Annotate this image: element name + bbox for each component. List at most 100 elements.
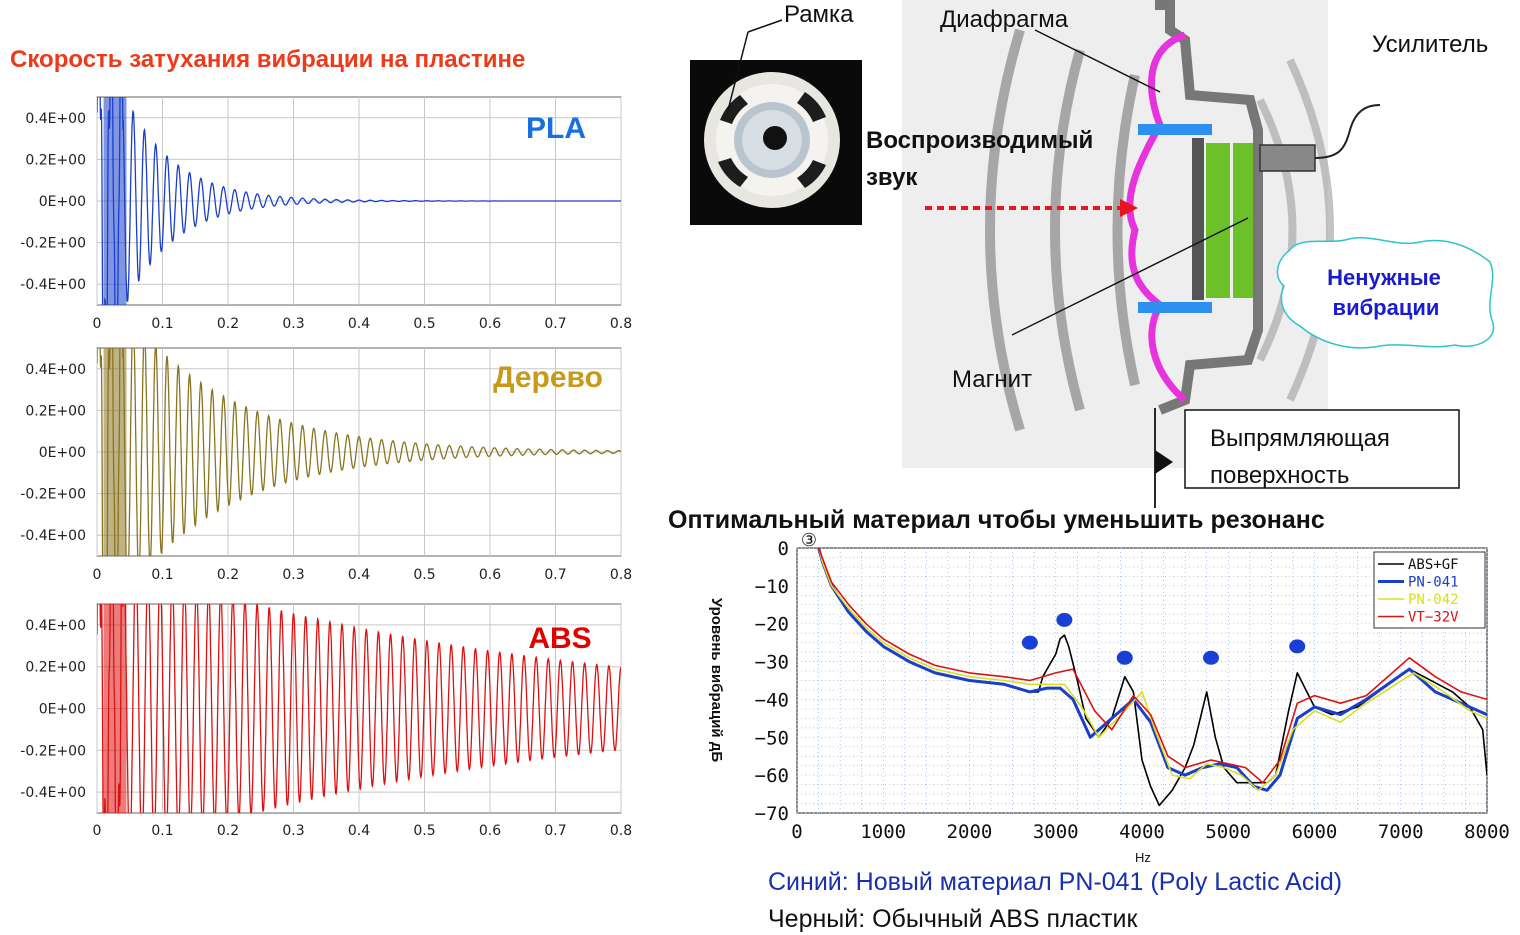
y-tick-label: −20	[755, 614, 789, 636]
y-tick-label: 0.4E+00	[25, 111, 86, 127]
legend-label: PN-041	[1408, 575, 1459, 591]
x-tick-label: 8000	[1464, 821, 1510, 843]
x-tick-label: 0.4	[348, 316, 370, 332]
x-tick-label: 0.7	[544, 316, 566, 332]
decay-waveform	[97, 348, 621, 556]
series-line	[817, 548, 1487, 784]
x-tick-label: 0.2	[217, 567, 239, 583]
x-tick-label: 2000	[947, 821, 993, 843]
x-tick-label: 0.3	[282, 823, 304, 839]
y-tick-label: −50	[755, 727, 789, 749]
x-tick-label: 0.7	[544, 823, 566, 839]
x-tick-label: 0.8	[610, 316, 632, 332]
x-tick-label: 0.1	[151, 316, 173, 332]
x-tick-label: 0.8	[610, 567, 632, 583]
amplifier-label: Усилитель	[1372, 31, 1488, 58]
y-tick-label: −40	[755, 689, 789, 711]
x-tick-label: 0.5	[413, 567, 435, 583]
x-tick-label: 0.3	[282, 567, 304, 583]
diaphragm-label: Диафрагма	[940, 6, 1069, 33]
y-tick-label: -0.2E+00	[20, 236, 86, 252]
rectifier-label: Выпрямляющая	[1210, 425, 1390, 452]
y-tick-label: 0.4E+00	[25, 362, 86, 378]
x-tick-label: 4000	[1119, 821, 1165, 843]
y-tick-label: 0E+00	[39, 194, 86, 210]
speaker-diagram	[902, 0, 1381, 508]
y-tick-label: −10	[755, 576, 789, 598]
speaker-frame-photo	[690, 60, 862, 225]
y-tick-label: −60	[755, 765, 789, 787]
y-tick-label: 0E+00	[39, 445, 86, 461]
x-tick-label: 0.1	[151, 567, 173, 583]
decay-waveform	[97, 97, 621, 305]
x-tick-label: 0	[93, 567, 102, 583]
y-tick-label: 0E+00	[39, 702, 86, 718]
frame-leader-line	[747, 19, 783, 33]
right-title: Оптимальный материал чтобы уменьшить рез…	[668, 506, 1325, 534]
left-title: Скорость затухания вибрации на пластине	[10, 46, 525, 73]
frame-leader-line-2	[727, 31, 749, 111]
legend-label: PN-042	[1408, 592, 1459, 608]
x-tick-label: 0.7	[544, 567, 566, 583]
legend-label: VT−32V	[1408, 610, 1459, 626]
x-tick-label: 0.1	[151, 823, 173, 839]
series-label: Дерево	[493, 361, 603, 394]
x-tick-label: 0.6	[479, 823, 501, 839]
y-tick-label: 0	[778, 538, 789, 560]
y-tick-label: -0.4E+00	[20, 528, 86, 544]
vibration-label-2: вибрации	[1333, 295, 1440, 320]
x-tick-label: 0	[93, 823, 102, 839]
series-line	[817, 548, 1487, 792]
y-tick-label: 0.2E+00	[25, 403, 86, 419]
caption-blue: Синий: Новый материал PN-041 (Poly Lacti…	[768, 868, 1342, 896]
x-tick-label: 7000	[1378, 821, 1424, 843]
resonance-marker	[1289, 639, 1306, 654]
magnet-label: Магнит	[952, 366, 1032, 393]
resonance-marker	[1116, 650, 1133, 665]
x-tick-label: 1000	[860, 821, 906, 843]
x-tick-label: 6000	[1292, 821, 1338, 843]
y-tick-label: −30	[755, 652, 789, 674]
circle-marker: ③	[801, 530, 817, 551]
series-line	[817, 548, 1487, 792]
resonance-marker	[1056, 612, 1073, 627]
reproduced-sound-label-2: звук	[866, 164, 918, 191]
resonance-marker	[1203, 650, 1219, 665]
decay-plot-abs: 0 0.1 0.2 0.3 0.4 0.5 0.6 0.7 0.8 0.4E+00 0.2E+00 0…	[20, 603, 632, 839]
x-tick-label: 0.5	[413, 823, 435, 839]
decay-waveform	[97, 604, 621, 813]
x-tick-label: 0	[93, 316, 102, 332]
x-tick-label: 0.6	[479, 316, 501, 332]
y-tick-label: 0.2E+00	[25, 152, 86, 168]
y-tick-label: -0.4E+00	[20, 785, 86, 801]
x-tick-label: 0.2	[217, 823, 239, 839]
resonance-marker	[1021, 635, 1038, 650]
x-tick-label: 3000	[1033, 821, 1079, 843]
x-tick-label: 0.5	[413, 316, 435, 332]
y-tick-label: -0.2E+00	[20, 487, 86, 503]
x-tick-label: 0.4	[348, 823, 370, 839]
x-tick-label: 0.4	[348, 567, 370, 583]
caption-black: Черный: Обычный ABS пластик	[768, 905, 1138, 933]
y-tick-label: -0.4E+00	[20, 277, 86, 293]
x-tick-label: 0.8	[610, 823, 632, 839]
x-tick-label: 0.2	[217, 316, 239, 332]
rectifier-label-2: поверхность	[1210, 462, 1349, 489]
y-axis-label: Уровень вибраций дБ	[708, 598, 725, 762]
x-tick-label: 5000	[1205, 821, 1251, 843]
series-label: PLA	[526, 112, 586, 145]
legend-label: ABS+GF	[1408, 557, 1459, 573]
y-tick-label: -0.2E+00	[20, 743, 86, 759]
x-tick-label: 0	[791, 821, 802, 843]
frame-label: Рамка	[784, 1, 854, 28]
vibration-cloud	[1276, 236, 1495, 349]
decay-saturation	[103, 604, 127, 813]
x-axis-label: Hz	[1135, 850, 1151, 865]
decay-saturation	[103, 97, 127, 305]
vibration-label: Ненужные	[1327, 265, 1441, 290]
frequency-chart: 0 1000 2000 3000 4000 5000 6000 7000 8000 0 −10 −20…	[708, 530, 1510, 865]
x-tick-label: 0.6	[479, 567, 501, 583]
reproduced-sound-label: Воспроизводимый	[866, 127, 1093, 154]
rectifier-box	[1184, 409, 1460, 489]
